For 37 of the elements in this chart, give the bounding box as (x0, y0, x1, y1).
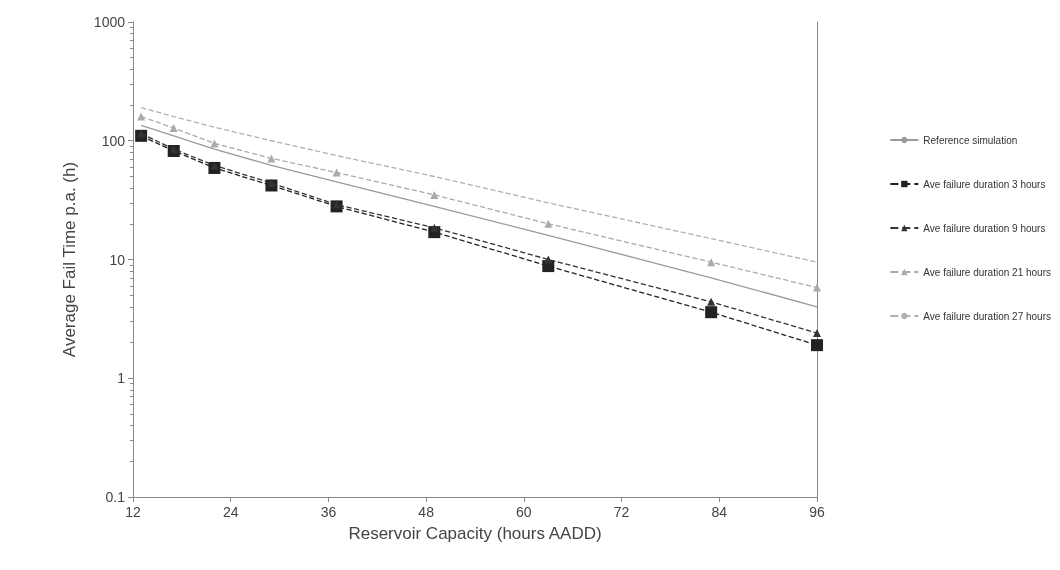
point (169, 124, 178, 133)
x-tick-label: 36 (320, 504, 337, 520)
point (332, 200, 341, 209)
point (705, 306, 718, 319)
line-series (140, 107, 818, 263)
x-tick-label: 96 (809, 504, 825, 520)
y-tick-label: 100 (101, 132, 126, 149)
point (332, 168, 341, 177)
legend-label: Ave failure duration 9 hours (923, 222, 1046, 234)
x-tick-label: 60 (516, 504, 532, 520)
x-tick-label: 48 (418, 504, 435, 520)
y-tick-label: 0.1 (105, 489, 126, 505)
legend-label: Ave failure duration 21 hours (923, 266, 1052, 278)
x-tick-label: 24 (222, 504, 239, 520)
legend-label: Reference simulation (923, 134, 1018, 146)
point (811, 339, 823, 352)
x-tick-label: 12 (125, 504, 141, 520)
point (137, 112, 146, 121)
y-axis-title: Average Fail Time p.a. (h) (60, 161, 79, 358)
legend-label: Ave failure duration 3 hours (923, 178, 1046, 190)
point (430, 190, 439, 199)
legend-label: Ave failure duration 27 hours (923, 310, 1052, 322)
point (707, 297, 716, 306)
point (813, 283, 821, 292)
y-tick-label: 1000 (93, 14, 126, 30)
point (267, 179, 276, 188)
point (137, 129, 146, 138)
point (430, 223, 439, 232)
y-tick-label: 10 (109, 251, 126, 268)
point (544, 219, 553, 228)
x-tick-label: 84 (711, 504, 728, 520)
x-axis-title: Reservoir Capacity (hours AADD) (348, 524, 602, 543)
point (544, 255, 553, 264)
point (813, 329, 821, 338)
point (707, 258, 716, 267)
y-tick-label: 1 (117, 370, 126, 387)
x-tick-label: 72 (613, 504, 630, 520)
